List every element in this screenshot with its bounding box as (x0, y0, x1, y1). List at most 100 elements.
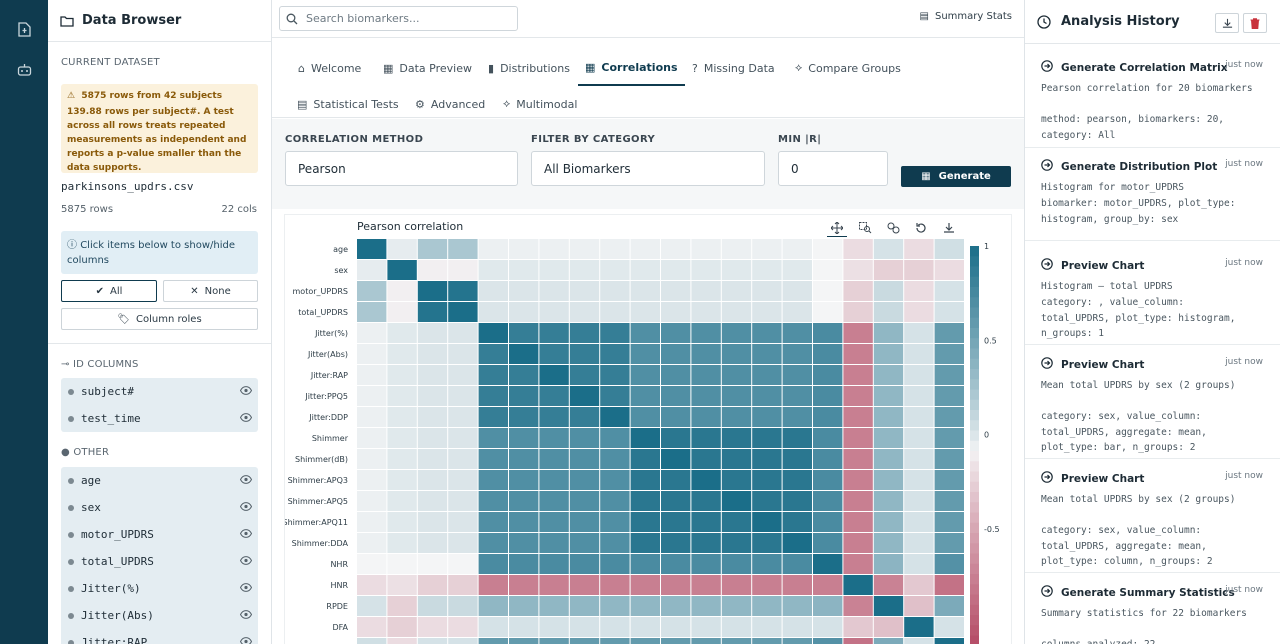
heatmap-cell[interactable] (661, 575, 691, 595)
heatmap-cell[interactable] (661, 512, 691, 532)
heatmap-cell[interactable] (630, 386, 660, 406)
history-item[interactable]: Generate Summary Statistics just now Summa… (1025, 573, 1280, 644)
reset-icon[interactable] (911, 219, 931, 237)
heatmap-cell[interactable] (569, 239, 600, 259)
heatmap-cell[interactable] (721, 512, 752, 532)
heatmap-cell[interactable] (691, 554, 721, 574)
heatmap-cell[interactable] (387, 365, 417, 385)
heatmap-cell[interactable] (934, 491, 964, 511)
eye-icon[interactable] (239, 501, 253, 514)
heatmap-cell[interactable] (387, 407, 417, 427)
heatmap-cell[interactable] (478, 323, 508, 343)
heatmap-cell[interactable] (539, 554, 569, 574)
heatmap-cell[interactable] (752, 260, 782, 280)
filter-select[interactable]: All Biomarkers (531, 151, 765, 186)
heatmap-cell[interactable] (934, 344, 964, 364)
heatmap-cell[interactable] (752, 428, 782, 448)
heatmap-cell[interactable] (934, 386, 964, 406)
heatmap-cell[interactable] (873, 449, 904, 469)
heatmap-cell[interactable] (782, 386, 812, 406)
heatmap-cell[interactable] (904, 596, 934, 616)
heatmap-cell[interactable] (417, 407, 448, 427)
heatmap-cell[interactable] (813, 281, 843, 301)
heatmap-cell[interactable] (843, 323, 873, 343)
heatmap-cell[interactable] (873, 638, 904, 644)
heatmap-cell[interactable] (721, 260, 752, 280)
heatmap-cell[interactable] (417, 617, 448, 637)
heatmap-cell[interactable] (721, 596, 752, 616)
heatmap-cell[interactable] (813, 449, 843, 469)
heatmap-cell[interactable] (721, 638, 752, 644)
heatmap-cell[interactable] (630, 239, 660, 259)
file-upload-icon[interactable] (12, 17, 36, 41)
column-item[interactable]: age (61, 467, 258, 494)
heatmap-cell[interactable] (448, 554, 478, 574)
heatmap-cell[interactable] (691, 260, 721, 280)
heatmap-cell[interactable] (661, 470, 691, 490)
heatmap-cell[interactable] (752, 365, 782, 385)
heatmap-cell[interactable] (873, 365, 904, 385)
heatmap-cell[interactable] (357, 323, 387, 343)
heatmap-cell[interactable] (904, 239, 934, 259)
heatmap-cell[interactable] (782, 281, 812, 301)
heatmap-cell[interactable] (569, 638, 600, 644)
heatmap-cell[interactable] (721, 323, 752, 343)
heatmap-cell[interactable] (630, 596, 660, 616)
heatmap-cell[interactable] (569, 596, 600, 616)
heatmap-cell[interactable] (934, 323, 964, 343)
heatmap-cell[interactable] (843, 365, 873, 385)
heatmap-cell[interactable] (387, 491, 417, 511)
heatmap-cell[interactable] (691, 344, 721, 364)
heatmap-cell[interactable] (752, 407, 782, 427)
heatmap-cell[interactable] (539, 407, 569, 427)
heatmap-cell[interactable] (569, 281, 600, 301)
heatmap-cell[interactable] (448, 512, 478, 532)
heatmap-cell[interactable] (752, 386, 782, 406)
heatmap-cell[interactable] (569, 260, 600, 280)
heatmap-cell[interactable] (813, 638, 843, 644)
show-all-button[interactable]: ✔ All (61, 280, 157, 302)
heatmap-cell[interactable] (904, 449, 934, 469)
heatmap-cell[interactable] (630, 491, 660, 511)
heatmap-cell[interactable] (569, 428, 600, 448)
heatmap-cell[interactable] (813, 344, 843, 364)
heatmap-cell[interactable] (843, 575, 873, 595)
heatmap-cell[interactable] (934, 428, 964, 448)
heatmap-cell[interactable] (873, 533, 904, 553)
heatmap-cell[interactable] (539, 533, 569, 553)
heatmap-cell[interactable] (357, 281, 387, 301)
heatmap-cell[interactable] (539, 239, 569, 259)
heatmap-cell[interactable] (630, 533, 660, 553)
heatmap-cell[interactable] (843, 281, 873, 301)
heatmap-cell[interactable] (843, 491, 873, 511)
heatmap-cell[interactable] (782, 533, 812, 553)
heatmap-cell[interactable] (661, 491, 691, 511)
heatmap-cell[interactable] (873, 596, 904, 616)
heatmap-cell[interactable] (448, 575, 478, 595)
heatmap-cell[interactable] (782, 554, 812, 574)
heatmap-cell[interactable] (630, 428, 660, 448)
history-item[interactable]: Preview Chart just now Histogram — total U… (1025, 246, 1280, 345)
heatmap-cell[interactable] (691, 638, 721, 644)
heatmap-cell[interactable] (934, 407, 964, 427)
pan-icon[interactable] (827, 219, 847, 237)
heatmap-cell[interactable] (387, 281, 417, 301)
heatmap-cell[interactable] (357, 449, 387, 469)
heatmap-cell[interactable] (539, 449, 569, 469)
heatmap-cell[interactable] (934, 533, 964, 553)
heatmap-cell[interactable] (509, 239, 539, 259)
heatmap-cell[interactable] (873, 239, 904, 259)
heatmap-cell[interactable] (387, 575, 417, 595)
heatmap-cell[interactable] (691, 239, 721, 259)
heatmap-cell[interactable] (873, 617, 904, 637)
heatmap-cell[interactable] (813, 386, 843, 406)
heatmap-cell[interactable] (417, 260, 448, 280)
heatmap-cell[interactable] (509, 428, 539, 448)
heatmap-cell[interactable] (417, 554, 448, 574)
heatmap-cell[interactable] (721, 554, 752, 574)
heatmap-cell[interactable] (417, 302, 448, 322)
heatmap-cell[interactable] (417, 386, 448, 406)
heatmap-cell[interactable] (417, 596, 448, 616)
heatmap-cell[interactable] (387, 596, 417, 616)
heatmap-cell[interactable] (417, 575, 448, 595)
